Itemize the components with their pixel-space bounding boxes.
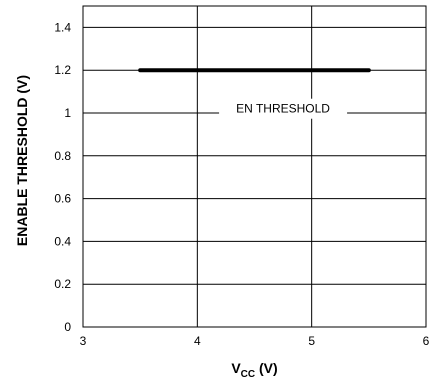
x-tick-label: 3 xyxy=(80,334,87,348)
plot-frame xyxy=(82,5,427,328)
x-axis-title-main: V xyxy=(231,360,241,376)
y-axis-title: ENABLE THRESHOLD (V) xyxy=(14,75,30,246)
y-axis-ticks: 0 0.2 0.4 0.6 0.8 1 1.2 1.4 xyxy=(54,20,71,334)
y-tick-label: 0 xyxy=(64,320,71,334)
y-tick-label: 1.4 xyxy=(54,20,71,34)
annotation-background xyxy=(219,98,348,119)
y-tick-label: 0.8 xyxy=(54,149,71,163)
grid xyxy=(83,6,426,327)
y-tick-label: 0.6 xyxy=(54,192,71,206)
y-tick-label: 1 xyxy=(64,106,71,120)
y-tick-label: 0.2 xyxy=(54,277,71,291)
y-tick-label: 1.2 xyxy=(54,63,71,77)
x-tick-label: 4 xyxy=(194,334,201,348)
x-axis-title: VCC (V) xyxy=(231,360,277,380)
x-axis-title-unit: (V) xyxy=(255,360,278,376)
x-axis-title-subscript: CC xyxy=(241,369,255,380)
x-tick-label: 5 xyxy=(308,334,315,348)
y-tick-label: 0.4 xyxy=(54,234,71,248)
x-tick-label: 6 xyxy=(423,334,430,348)
annotation-layer: EN THRESHOLD xyxy=(219,98,348,119)
x-axis-ticks: 3 4 5 6 xyxy=(80,334,430,348)
annotation-label: EN THRESHOLD xyxy=(236,102,330,116)
